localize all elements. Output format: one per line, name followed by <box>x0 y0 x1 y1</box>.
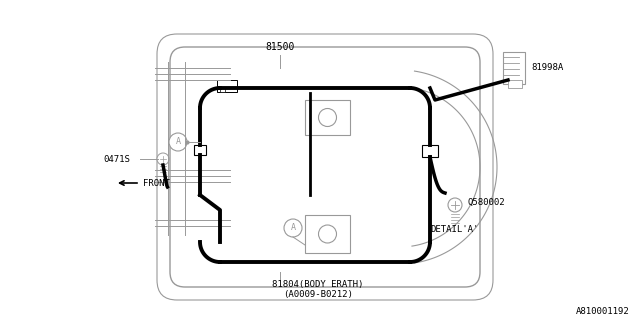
Circle shape <box>319 108 337 126</box>
Bar <box>217 80 237 92</box>
Circle shape <box>284 219 302 237</box>
Circle shape <box>319 225 337 243</box>
Text: (A0009-B0212): (A0009-B0212) <box>283 290 353 299</box>
Circle shape <box>157 153 169 165</box>
Bar <box>422 145 438 157</box>
Text: A: A <box>291 223 296 233</box>
Bar <box>220 88 225 92</box>
Text: A: A <box>175 138 180 147</box>
Bar <box>305 215 350 253</box>
Bar <box>194 145 206 155</box>
Text: FRONT: FRONT <box>143 179 170 188</box>
Bar <box>508 80 522 88</box>
Text: A810001192: A810001192 <box>576 308 630 316</box>
Bar <box>503 52 525 84</box>
Text: 0471S: 0471S <box>103 155 130 164</box>
Circle shape <box>448 198 462 212</box>
Circle shape <box>169 133 187 151</box>
Text: DETAIL'A': DETAIL'A' <box>431 225 479 234</box>
Text: 81500: 81500 <box>266 42 294 52</box>
Bar <box>305 100 350 135</box>
Text: 81998A: 81998A <box>531 63 563 73</box>
FancyBboxPatch shape <box>170 47 480 287</box>
Text: 81804(BODY ERATH): 81804(BODY ERATH) <box>272 279 364 289</box>
Text: Q580002: Q580002 <box>467 197 504 206</box>
